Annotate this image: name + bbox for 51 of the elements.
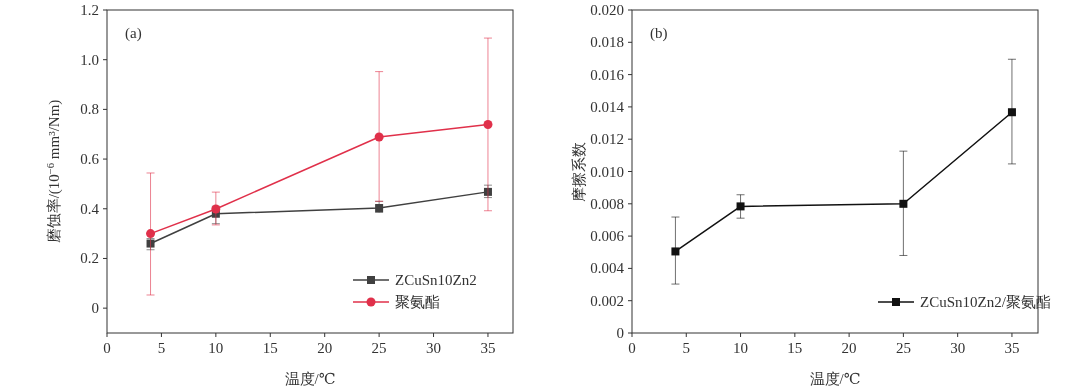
- x-tick-label: 0: [628, 340, 636, 356]
- y-tick-label: 0.012: [590, 131, 624, 148]
- x-tick-label: 15: [787, 340, 803, 356]
- x-axis-title: 温度/℃: [284, 371, 336, 387]
- x-tick-label: 30: [426, 340, 442, 356]
- x-tick-label: 10: [733, 340, 749, 356]
- x-tick-label: 5: [157, 340, 166, 356]
- annotation: (a): [125, 25, 142, 42]
- point: [899, 199, 908, 208]
- legend-label: ZCuSn10Zn2: [395, 272, 477, 288]
- x-tick-label: 25: [371, 340, 387, 356]
- y-tick-label: 0.014: [590, 98, 625, 115]
- x-tick-label: 35: [1004, 340, 1020, 356]
- point: [146, 229, 156, 239]
- point: [1007, 108, 1016, 117]
- y-tick-label: 0: [616, 325, 624, 341]
- x-tick-label: 25: [895, 340, 911, 356]
- y-tick-label: 1.0: [80, 51, 99, 68]
- x-tick-label: 20: [841, 340, 857, 356]
- x-tick-label: 10: [208, 340, 224, 356]
- x-axis-title: 温度/℃: [809, 371, 861, 387]
- point: [736, 202, 745, 211]
- legend-label: 聚氨酯: [395, 294, 440, 310]
- y-tick-label: 0.6: [80, 151, 100, 168]
- x-tick-label: 20: [317, 340, 333, 356]
- point: [211, 204, 221, 214]
- y-tick-label: 0.004: [590, 260, 625, 277]
- y-tick-label: 1.2: [80, 2, 99, 18]
- legend-label: ZCuSn10Zn2/聚氨酯: [920, 294, 1051, 310]
- y-tick-label: 0.020: [590, 2, 624, 18]
- y-tick-label: 0.8: [80, 101, 99, 118]
- point: [375, 204, 384, 213]
- y-tick-label: 0.006: [590, 228, 625, 245]
- x-tick-label: 15: [262, 340, 278, 356]
- y-tick-label: 0.4: [80, 200, 100, 217]
- point: [671, 247, 680, 256]
- x-tick-label: 30: [950, 340, 966, 356]
- point: [374, 132, 384, 142]
- x-tick-label: 5: [682, 340, 691, 356]
- y-tick-label: 0.002: [590, 292, 624, 309]
- annotation: (b): [650, 25, 668, 42]
- y-tick-label: 0.008: [590, 195, 624, 212]
- y-axis-title: 摩擦系数: [571, 141, 587, 202]
- y-tick-label: 0.016: [590, 66, 625, 83]
- x-tick-label: 0: [103, 340, 111, 356]
- y-tick-label: 0.2: [80, 250, 99, 267]
- y-tick-label: 0: [91, 300, 99, 317]
- y-tick-label: 0.018: [590, 34, 624, 51]
- y-tick-label: 0.010: [590, 163, 624, 180]
- point: [483, 120, 493, 130]
- x-tick-label: 35: [480, 340, 496, 356]
